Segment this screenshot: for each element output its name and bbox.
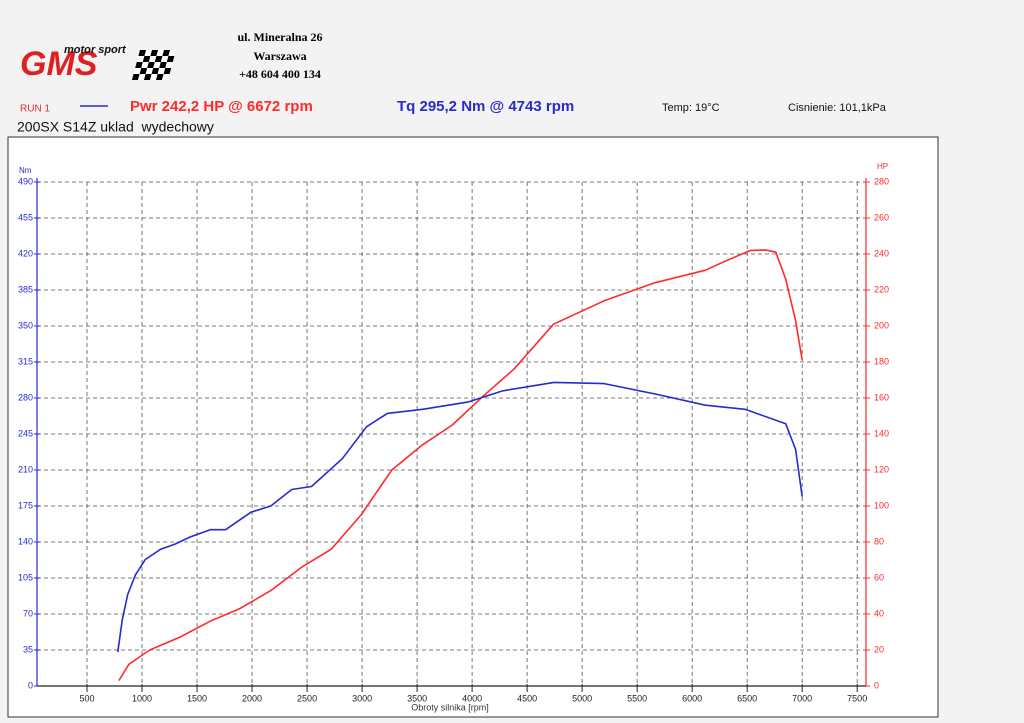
y-tick-label: 175 (18, 500, 33, 510)
x-tick-label: 2000 (242, 693, 262, 703)
x-tick-label: 1000 (132, 693, 152, 703)
x-tick-label: 1500 (187, 693, 207, 703)
y2-tick-label: 120 (874, 464, 889, 474)
y-tick-label: 105 (18, 572, 33, 582)
y2-tick-label: 260 (874, 212, 889, 222)
temperature: Temp: 19°C (662, 102, 720, 114)
y2-tick-label: 60 (874, 572, 884, 582)
y-tick-label: 210 (18, 464, 33, 474)
y-tick-label: 385 (18, 284, 33, 294)
x-tick-label: 2500 (297, 693, 317, 703)
y-tick-label: 350 (18, 320, 33, 330)
logo-subtitle: motor sport (64, 44, 127, 56)
x-tick-label: 7500 (847, 693, 867, 703)
x-tick-label: 3500 (407, 693, 427, 703)
x-tick-label: 5000 (572, 693, 592, 703)
y2-tick-label: 220 (874, 284, 889, 294)
x-tick-label: 6500 (737, 693, 757, 703)
y2-tick-label: 180 (874, 356, 889, 366)
y2-tick-label: 240 (874, 248, 889, 258)
run-label: RUN 1 (20, 104, 50, 115)
x-tick-label: 500 (79, 693, 94, 703)
y2-tick-label: 280 (874, 176, 889, 186)
y2-axis-label: HP (877, 162, 888, 171)
y-tick-label: 490 (18, 176, 33, 186)
logo-text: GMS (20, 45, 98, 83)
y2-tick-label: 20 (874, 644, 884, 654)
y2-tick-label: 80 (874, 536, 884, 546)
address-line: ul. Mineralna 26 (237, 30, 322, 44)
address-line: +48 604 400 134 (239, 67, 321, 81)
pressure: Cisnienie: 101,1kPa (788, 102, 887, 114)
y-tick-label: 420 (18, 248, 33, 258)
y-tick-label: 0 (28, 680, 33, 690)
y2-tick-label: 100 (874, 500, 889, 510)
x-tick-label: 6000 (682, 693, 702, 703)
y2-tick-label: 160 (874, 392, 889, 402)
y-axis-label: Nm (19, 166, 32, 175)
logo: GMS motor sport (20, 44, 176, 83)
series-line (117, 381, 803, 653)
y-tick-label: 280 (18, 392, 33, 402)
x-tick-label: 4000 (462, 693, 482, 703)
checkered-flag (131, 50, 176, 80)
x-tick-label: 3000 (352, 693, 372, 703)
y2-tick-label: 0 (874, 680, 879, 690)
address-line: Warszawa (253, 49, 306, 63)
y-tick-label: 245 (18, 428, 33, 438)
x-tick-label: 4500 (517, 693, 537, 703)
y-tick-label: 70 (23, 608, 33, 618)
subtitle: 200SX S14Z uklad wydechowy (17, 119, 214, 135)
series-line (118, 249, 803, 682)
x-tick-label: 5500 (627, 693, 647, 703)
y-tick-label: 35 (23, 644, 33, 654)
legend-entry: Pwr 242,2 HP @ 6672 rpm (130, 98, 313, 115)
y2-tick-label: 40 (874, 608, 884, 618)
y2-tick-label: 140 (874, 428, 889, 438)
x-axis-label: Obroty silnika [rpm] (411, 702, 489, 712)
chart-frame (7, 136, 939, 718)
y-tick-label: 140 (18, 536, 33, 546)
y2-tick-label: 200 (874, 320, 889, 330)
y-tick-label: 315 (18, 356, 33, 366)
x-tick-label: 7000 (792, 693, 812, 703)
legend-entry: Tq 295,2 Nm @ 4743 rpm (397, 98, 574, 115)
y-tick-label: 455 (18, 212, 33, 222)
